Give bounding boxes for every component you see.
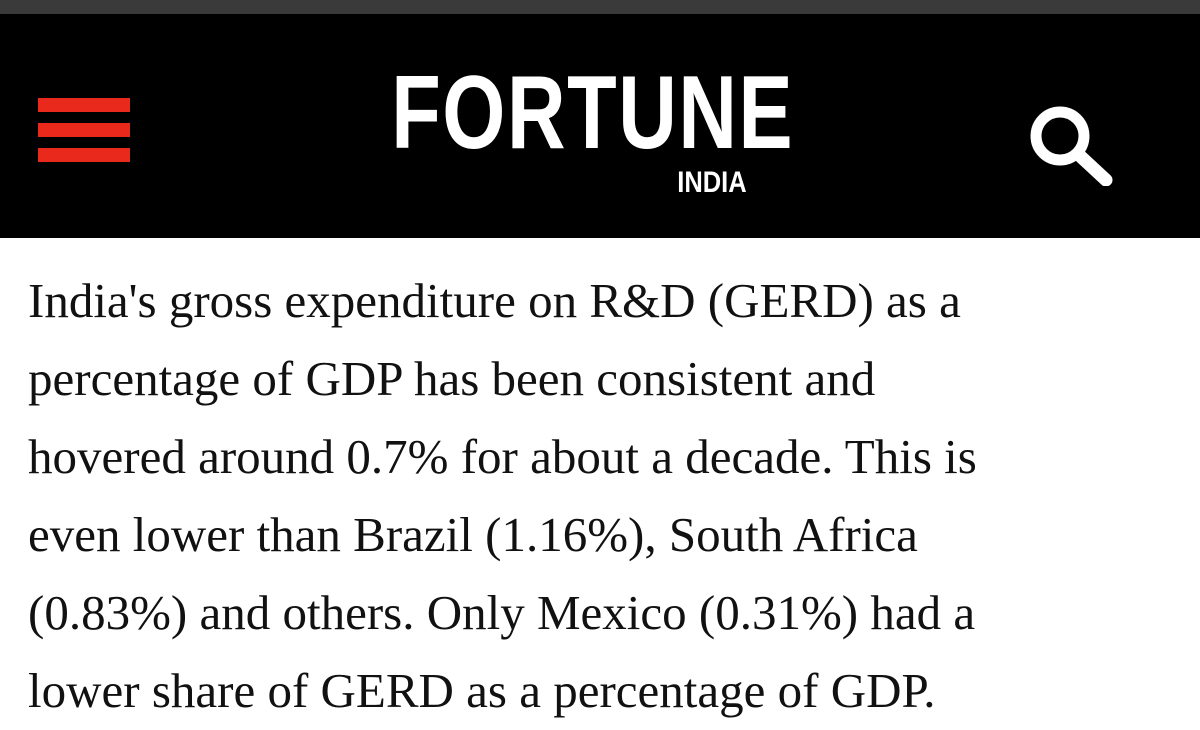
paragraph-line: even lower than Brazil (1.16%), South Af… (28, 507, 918, 562)
paragraph-line: (0.83%) and others. Only Mexico (0.31%) … (28, 585, 976, 640)
site-header: FORTUNE INDIA (0, 14, 1200, 238)
article-paragraph: India's gross expenditure on R&D (GERD) … (28, 262, 1178, 730)
search-icon (1030, 106, 1113, 187)
menu-bar-bottom (38, 148, 130, 162)
paragraph-line: lower share of GERD as a percentage of G… (28, 663, 936, 718)
logo-edition: INDIA (677, 166, 747, 199)
article-body: India's gross expenditure on R&D (GERD) … (28, 262, 1178, 730)
menu-bar-top (38, 98, 130, 112)
paragraph-line: percentage of GDP has been consistent an… (28, 351, 876, 406)
paragraph-line: hovered around 0.7% for about a decade. … (28, 429, 977, 484)
top-status-strip (0, 0, 1200, 14)
menu-button[interactable] (38, 96, 130, 164)
fortune-india-logo[interactable]: FORTUNE INDIA (345, 54, 795, 214)
logo-brand: FORTUNE (391, 55, 795, 171)
paragraph-line: India's gross expenditure on R&D (GERD) … (28, 273, 961, 328)
menu-bar-middle (38, 123, 130, 137)
search-button[interactable] (1026, 102, 1118, 187)
